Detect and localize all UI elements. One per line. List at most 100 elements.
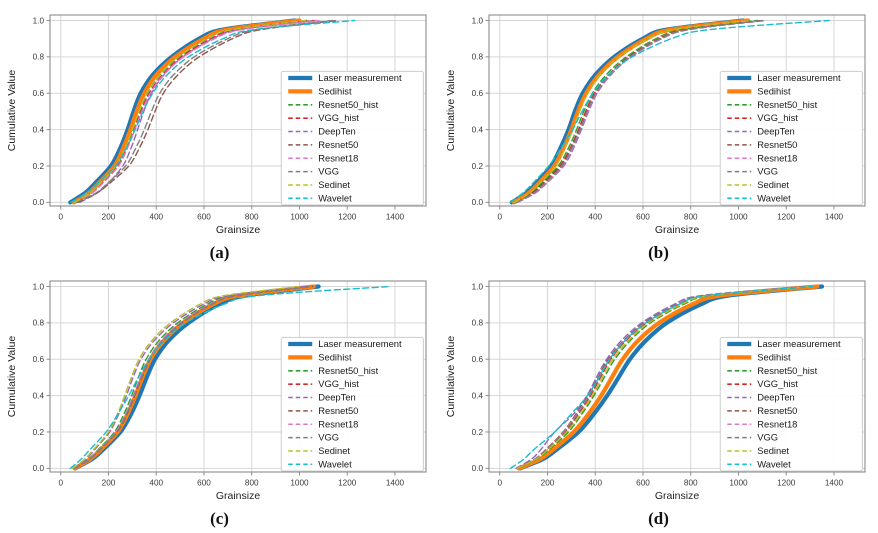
series-vgg bbox=[75, 19, 334, 204]
y-tick-label: 0.0 bbox=[32, 198, 44, 207]
x-tick-label: 0 bbox=[497, 213, 502, 222]
x-tick-label: 1200 bbox=[338, 479, 357, 488]
legend-label-laser-measurement: Laser measurement bbox=[757, 338, 841, 349]
legend-label-sedinet: Sedinet bbox=[757, 445, 789, 456]
chart-c: 0 200 400 600 800 1000 1200 1400 0.0 0.2 0.4 0.6 0.8… bbox=[6, 280, 427, 502]
y-tick-label: 0.6 bbox=[32, 89, 44, 98]
x-tick-label: 0 bbox=[497, 479, 502, 488]
y-tick-label: 1.0 bbox=[471, 282, 483, 291]
series-deepten bbox=[72, 285, 305, 470]
legend-label-vgg: VGG bbox=[318, 432, 339, 443]
x-tick-label: 600 bbox=[636, 213, 650, 222]
caption-a: (a) bbox=[209, 243, 230, 262]
legend-box bbox=[719, 336, 863, 472]
legend-label-wavelet: Wavelet bbox=[757, 458, 791, 469]
series-wavelet bbox=[69, 19, 355, 204]
x-tick-label: 0 bbox=[58, 213, 63, 222]
legend-label-sedinet: Sedinet bbox=[318, 179, 350, 190]
x-tick-label: 1200 bbox=[338, 213, 357, 222]
series-resnet50 bbox=[76, 19, 338, 204]
series-sedinet bbox=[73, 19, 306, 204]
y-tick-label: 0.0 bbox=[471, 464, 483, 473]
y-tick-label: 0.2 bbox=[471, 162, 483, 171]
legend-label-resnet50-hist: Resnet50_hist bbox=[757, 365, 817, 376]
x-tick-label: 1000 bbox=[729, 213, 748, 222]
legend-label-resnet50: Resnet50 bbox=[757, 405, 797, 416]
legend-label-vgg: VGG bbox=[318, 166, 339, 177]
legend-label-resnet50: Resnet50 bbox=[318, 405, 358, 416]
plot-border bbox=[48, 14, 427, 207]
x-tick-label: 600 bbox=[636, 479, 650, 488]
subplot-b: 0 200 400 600 800 1000 1200 1400 0.0 0.2 0.4 0.6 0.8… bbox=[439, 0, 878, 266]
x-axis-label: Grainsize bbox=[654, 490, 699, 502]
y-tick-label: 1.0 bbox=[471, 16, 483, 25]
series-laser-measurement bbox=[517, 284, 824, 471]
legend-label-resnet18: Resnet18 bbox=[318, 418, 358, 429]
x-tick-label: 1000 bbox=[290, 213, 309, 222]
y-tick-label: 1.0 bbox=[32, 16, 44, 25]
series-resnet18 bbox=[73, 19, 322, 204]
legend-label-vgg-hist: VGG_hist bbox=[318, 112, 359, 123]
series-deepten bbox=[514, 285, 806, 470]
legend-label-deepten: DeepTen bbox=[318, 126, 356, 137]
x-tick-label: 200 bbox=[101, 479, 115, 488]
series-sedihist bbox=[516, 284, 819, 471]
y-tick-label: 0.0 bbox=[32, 464, 44, 473]
legend-label-resnet50-hist: Resnet50_hist bbox=[318, 99, 378, 110]
y-tick-label: 0.0 bbox=[471, 198, 483, 207]
legend-label-resnet18: Resnet18 bbox=[757, 418, 797, 429]
legend-label-resnet50-hist: Resnet50_hist bbox=[318, 365, 378, 376]
legend-label-sedihist: Sedihist bbox=[757, 86, 791, 97]
series-sedinet bbox=[513, 19, 751, 204]
x-tick-label: 1200 bbox=[777, 479, 796, 488]
y-tick-label: 0.6 bbox=[471, 89, 483, 98]
legend-label-sedinet: Sedinet bbox=[757, 179, 789, 190]
series-laser-measurement bbox=[67, 18, 297, 205]
y-axis-label: Cumulative Value bbox=[445, 336, 457, 418]
legend-label-vgg: VGG bbox=[757, 166, 778, 177]
legend-box bbox=[719, 70, 863, 206]
x-tick-label: 1000 bbox=[290, 479, 309, 488]
caption-b: (b) bbox=[648, 243, 669, 262]
legend-box bbox=[280, 70, 424, 206]
chart-b: 0 200 400 600 800 1000 1200 1400 0.0 0.2 0.4 0.6 0.8… bbox=[445, 14, 866, 236]
y-tick-label: 0.4 bbox=[32, 391, 44, 400]
x-tick-label: 1400 bbox=[824, 213, 843, 222]
x-tick-label: 400 bbox=[149, 479, 163, 488]
x-tick-label: 400 bbox=[588, 479, 602, 488]
x-tick-label: 400 bbox=[588, 213, 602, 222]
x-tick-label: 400 bbox=[149, 213, 163, 222]
y-tick-label: 0.2 bbox=[32, 162, 44, 171]
legend-label-resnet18: Resnet18 bbox=[757, 152, 797, 163]
caption-d: (d) bbox=[648, 509, 669, 528]
series-vgg bbox=[73, 285, 313, 470]
y-tick-label: 0.2 bbox=[471, 428, 483, 437]
legend-label-deepten: DeepTen bbox=[757, 126, 795, 137]
legend-label-sedinet: Sedinet bbox=[318, 445, 350, 456]
legend-label-laser-measurement: Laser measurement bbox=[318, 338, 402, 349]
x-tick-label: 1200 bbox=[777, 213, 796, 222]
legend-label-vgg-hist: VGG_hist bbox=[318, 378, 359, 389]
legend-label-wavelet: Wavelet bbox=[318, 458, 352, 469]
y-tick-label: 0.8 bbox=[471, 53, 483, 62]
series-wavelet bbox=[509, 285, 813, 470]
x-tick-label: 800 bbox=[683, 213, 697, 222]
legend-label-wavelet: Wavelet bbox=[757, 192, 791, 203]
series-wavelet bbox=[509, 19, 830, 204]
x-tick-label: 800 bbox=[244, 213, 258, 222]
x-tick-label: 0 bbox=[58, 479, 63, 488]
caption-c: (c) bbox=[210, 509, 229, 528]
y-tick-label: 0.4 bbox=[471, 125, 483, 134]
y-tick-label: 0.6 bbox=[471, 355, 483, 364]
x-tick-label: 1400 bbox=[824, 479, 843, 488]
legend-label-sedihist: Sedihist bbox=[318, 352, 352, 363]
series-vgg bbox=[515, 19, 765, 204]
series-wavelet bbox=[69, 285, 391, 470]
subplot-c: 0 200 400 600 800 1000 1200 1400 0.0 0.2 0.4 0.6 0.8… bbox=[0, 266, 439, 533]
y-tick-label: 0.4 bbox=[471, 391, 483, 400]
x-tick-label: 200 bbox=[540, 213, 554, 222]
legend-label-resnet18: Resnet18 bbox=[318, 152, 358, 163]
y-tick-label: 1.0 bbox=[32, 282, 44, 291]
y-axis-label: Cumulative Value bbox=[6, 70, 18, 152]
